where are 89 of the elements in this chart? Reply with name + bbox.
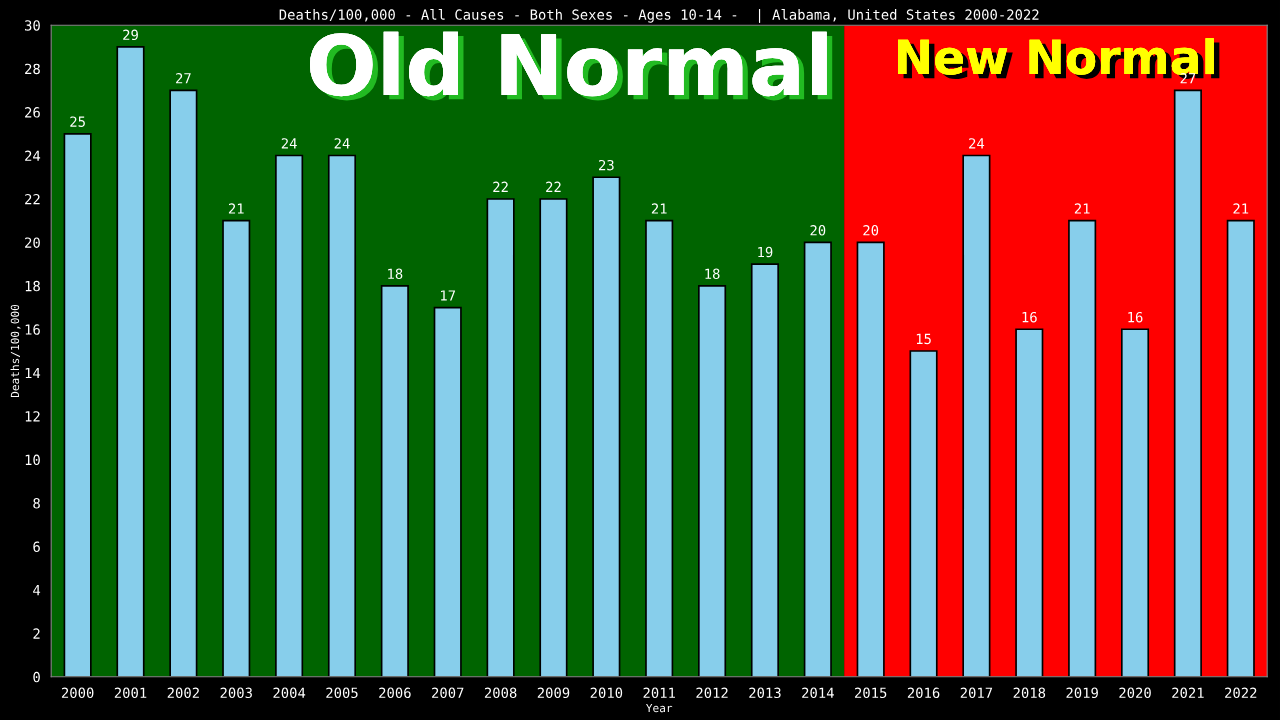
- data-label: 18: [388, 268, 403, 279]
- y-tick-label: 22: [25, 193, 40, 205]
- bar: [645, 219, 674, 677]
- bar: [486, 198, 515, 677]
- x-tick-label: 2006: [379, 687, 411, 699]
- bar: [803, 241, 832, 677]
- y-tick-label: 6: [33, 541, 40, 552]
- bar: [962, 154, 991, 677]
- y-tick-label: 18: [25, 280, 40, 292]
- chart-title: Deaths/100,000 - All Causes - Both Sexes - Ages 10-14 - | Alabama, United States 2000-2022: [279, 9, 1039, 23]
- data-label: 15: [916, 333, 931, 345]
- y-tick-label: 2: [33, 628, 40, 639]
- data-label: 24: [969, 138, 985, 149]
- x-tick-label: 2008: [484, 687, 517, 699]
- bar: [1068, 219, 1097, 677]
- bar: [1173, 89, 1202, 677]
- y-tick-label: 30: [24, 20, 40, 31]
- y-tick-label: 12: [25, 411, 40, 422]
- data-label: 21: [651, 203, 667, 214]
- bar: [539, 198, 568, 677]
- data-label: 22: [546, 181, 561, 192]
- x-tick-label: 2015: [854, 687, 887, 699]
- x-tick-label: 2019: [1066, 687, 1098, 699]
- x-tick-label: 2001: [114, 687, 147, 699]
- x-tick-label: 2017: [960, 687, 993, 699]
- x-tick-label: 2022: [1225, 687, 1257, 699]
- y-tick-label: 28: [25, 63, 40, 75]
- bar: [1120, 328, 1150, 677]
- x-tick-label: 2011: [643, 687, 675, 699]
- bar: [63, 132, 92, 677]
- y-tick-label: 0: [33, 671, 40, 683]
- data-label: 20: [810, 225, 826, 236]
- data-label: 29: [123, 29, 138, 41]
- y-tick-label: 4: [33, 585, 41, 596]
- data-label: 18: [705, 268, 720, 279]
- bar: [750, 263, 779, 677]
- x-tick-label: 2003: [220, 687, 252, 699]
- data-label: 19: [758, 246, 773, 258]
- bar: [856, 241, 885, 677]
- bar: [116, 46, 145, 677]
- data-label: 27: [176, 73, 191, 84]
- x-axis-title: Year: [646, 703, 673, 713]
- data-label: 27: [1180, 73, 1196, 84]
- x-tick-label: 2018: [1013, 687, 1046, 699]
- y-tick-label: 20: [25, 237, 40, 248]
- x-tick-label: 2000: [61, 687, 94, 699]
- x-tick-label: 2002: [167, 687, 199, 699]
- x-tick-label: 2016: [907, 687, 940, 699]
- x-tick-label: 2012: [696, 687, 728, 699]
- bar: [380, 285, 409, 677]
- data-label: 16: [1128, 311, 1143, 323]
- y-tick-label: 10: [25, 454, 40, 466]
- data-label: 20: [863, 225, 879, 236]
- y-tick-label: 14: [25, 367, 41, 379]
- data-label: 24: [334, 138, 350, 149]
- bar: [1226, 219, 1255, 677]
- bar: [909, 350, 938, 677]
- y-tick-label: 8: [33, 498, 40, 509]
- x-tick-label: 2009: [537, 687, 570, 699]
- x-tick-label: 2010: [590, 687, 623, 699]
- x-tick-label: 2005: [326, 687, 358, 699]
- bar: [592, 176, 621, 677]
- bar: [169, 89, 198, 677]
- bar: [275, 154, 304, 677]
- y-axis-title: Deaths/100,000: [10, 304, 21, 398]
- y-tick-label: 24: [25, 150, 41, 161]
- data-label: 24: [281, 138, 297, 149]
- bar: [433, 306, 462, 677]
- data-label: 21: [1233, 203, 1249, 214]
- band-label: Old Normal: [310, 31, 833, 101]
- data-label: 16: [1022, 311, 1037, 323]
- data-label: 21: [1074, 203, 1090, 214]
- data-label: 23: [599, 159, 614, 171]
- data-label: 21: [228, 203, 244, 214]
- bar: [698, 285, 727, 677]
- data-label: 22: [493, 181, 508, 192]
- bar: [222, 219, 251, 677]
- bar: [327, 154, 357, 677]
- x-tick-label: 2013: [749, 687, 781, 699]
- bar: [1015, 328, 1044, 677]
- y-tick-label: 16: [25, 324, 40, 335]
- y-tick-label: 26: [25, 107, 40, 118]
- x-tick-label: 2007: [432, 687, 464, 699]
- x-tick-label: 2021: [1172, 687, 1204, 699]
- data-label: 25: [70, 116, 85, 127]
- x-tick-label: 2020: [1119, 687, 1151, 699]
- data-label: 17: [441, 290, 456, 301]
- x-tick-label: 2014: [802, 687, 834, 699]
- x-tick-label: 2004: [273, 687, 306, 699]
